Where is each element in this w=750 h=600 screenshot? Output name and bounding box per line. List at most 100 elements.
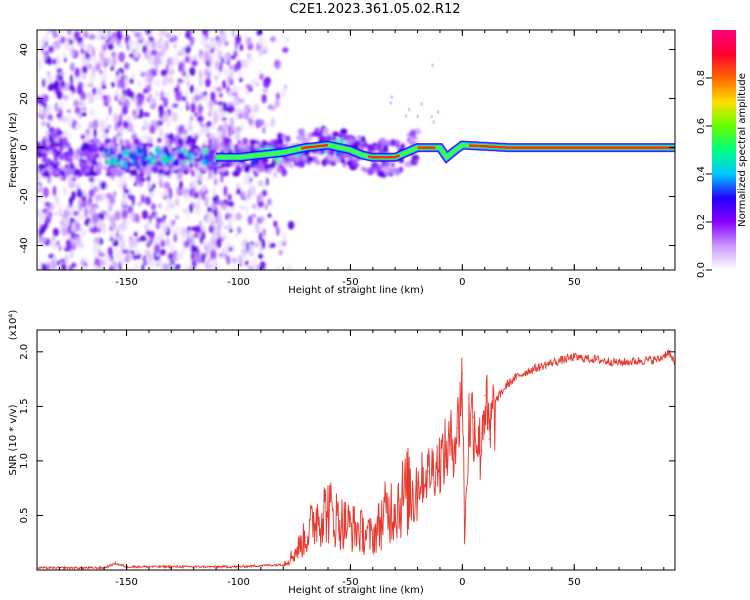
- noise-blob: [216, 237, 222, 249]
- band-blob: [89, 169, 95, 177]
- noise-blob: [55, 39, 61, 50]
- band-blob: [352, 160, 356, 167]
- band-blob: [94, 153, 99, 158]
- noise-blob: [174, 90, 182, 102]
- hot-spot: [136, 146, 142, 155]
- noise-blob: [282, 240, 287, 247]
- noise-blob: [114, 94, 118, 102]
- stray-dot: [432, 120, 436, 125]
- noise-blob: [176, 83, 180, 94]
- noise-blob: [107, 246, 113, 258]
- colorbar-ticks: 0.0 0.2 0.4 0.6 0.8: [696, 70, 712, 278]
- noise-blob: [197, 59, 201, 67]
- noise-blob: [186, 135, 193, 141]
- snr-point: [658, 358, 660, 361]
- noise-blob: [42, 200, 45, 206]
- band-blob: [157, 137, 162, 143]
- noise-blob: [274, 99, 280, 108]
- noise-blob: [133, 49, 139, 59]
- x-tick-label: 50: [568, 277, 581, 288]
- noise-blob: [194, 207, 202, 216]
- noise-blob: [46, 30, 50, 36]
- noise-blob: [203, 50, 210, 60]
- y-tick-label: 0.5: [19, 508, 30, 524]
- x-tick-label: 0: [459, 577, 465, 588]
- noise-blob: [90, 66, 96, 73]
- band-blob: [377, 140, 381, 146]
- band-blob: [87, 156, 95, 163]
- noise-blob: [37, 58, 43, 70]
- noise-blob: [144, 249, 151, 256]
- noise-blob: [142, 88, 149, 94]
- noise-blob: [227, 193, 232, 201]
- noise-blob: [247, 214, 253, 226]
- noise-blob: [221, 117, 227, 122]
- noise-blob: [100, 133, 105, 139]
- noise-blob: [261, 180, 267, 189]
- noise-blob: [37, 173, 41, 182]
- noise-blob: [37, 183, 42, 191]
- noise-blob: [46, 71, 51, 77]
- band-blob: [333, 156, 341, 164]
- noise-blob: [142, 44, 148, 54]
- noise-blob: [101, 56, 107, 68]
- noise-blob: [105, 115, 109, 123]
- noise-blob: [131, 71, 136, 81]
- noise-blob: [73, 31, 79, 40]
- band-blob: [124, 169, 131, 173]
- noise-blob: [263, 77, 270, 89]
- noise-blob: [42, 262, 46, 270]
- noise-blob: [121, 256, 125, 266]
- noise-blob: [196, 256, 203, 264]
- noise-blob: [92, 87, 97, 96]
- noise-blob: [200, 35, 207, 47]
- band-blob: [372, 142, 377, 147]
- band-blob: [114, 168, 121, 176]
- snr-point: [457, 427, 459, 429]
- noise-blob: [258, 119, 265, 127]
- noise-blob: [70, 90, 73, 101]
- noise-blob: [185, 100, 189, 108]
- noise-blob: [114, 121, 118, 132]
- band-blob: [374, 165, 380, 173]
- noise-blob: [227, 91, 233, 97]
- snr-point: [114, 562, 116, 565]
- noise-blob: [159, 126, 163, 138]
- noise-blob: [240, 111, 247, 117]
- noise-blob: [39, 38, 46, 48]
- noise-blob: [208, 259, 216, 267]
- noise-blob: [38, 228, 42, 240]
- noise-blob: [105, 197, 110, 209]
- hot-spot: [157, 148, 162, 156]
- noise-blob: [208, 104, 213, 115]
- band-blob: [306, 156, 315, 162]
- noise-blob: [74, 183, 81, 189]
- noise-blob: [121, 105, 129, 115]
- noise-blob: [66, 115, 73, 127]
- noise-blob: [94, 212, 99, 224]
- noise-blob: [137, 201, 142, 207]
- noise-blob: [52, 227, 60, 237]
- band-blob: [360, 145, 366, 149]
- spectrogram-xlabel: Height of straight line (km): [288, 285, 424, 296]
- band-blob: [378, 171, 383, 178]
- noise-blob: [197, 172, 204, 182]
- band-blob: [383, 166, 391, 174]
- noise-blob: [206, 60, 210, 68]
- noise-blob: [119, 93, 125, 104]
- noise-blob: [134, 181, 138, 187]
- noise-blob: [87, 83, 94, 88]
- snr-point: [428, 471, 430, 473]
- noise-blob: [160, 90, 165, 99]
- snr-point: [349, 525, 352, 527]
- band-blob: [387, 172, 394, 177]
- noise-blob: [160, 54, 164, 64]
- noise-blob: [104, 254, 111, 264]
- snr-point: [383, 514, 385, 517]
- snr-point: [468, 422, 470, 424]
- noise-blob: [175, 186, 180, 196]
- band-blob: [396, 143, 400, 148]
- noise-blob: [153, 236, 160, 247]
- band-blob: [276, 167, 283, 172]
- noise-blob: [70, 232, 74, 240]
